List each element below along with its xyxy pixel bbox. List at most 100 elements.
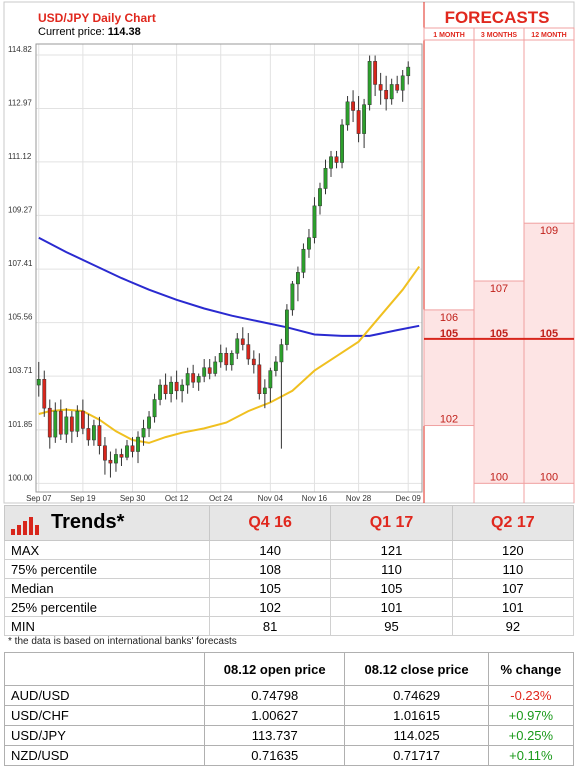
row-label: MIN: [4, 616, 210, 636]
candle: [395, 75, 400, 94]
currency-pair: AUD/USD: [4, 685, 205, 706]
candle: [351, 90, 355, 123]
currency-pair: NZD/USD: [4, 745, 205, 766]
candle-body: [345, 101, 350, 126]
candle: [257, 353, 262, 400]
trends-table: Trends* Q4 16 Q1 17 Q2 17 MAX 140 121 12…: [4, 505, 575, 636]
cell-value: 92: [451, 616, 575, 636]
y-tick-label: 111.12: [8, 152, 32, 161]
candle-body: [180, 384, 185, 392]
forecast-low-label: 102: [440, 414, 458, 426]
table-row: Median 105 105 107: [4, 578, 575, 598]
candle: [191, 364, 196, 388]
candle-body: [307, 237, 311, 250]
candle: [185, 367, 190, 394]
candle-body: [136, 436, 140, 452]
candle: [301, 243, 306, 279]
cell-value: 105: [330, 578, 453, 598]
candle: [213, 356, 218, 377]
candle-body: [284, 309, 289, 345]
close-price: 0.71717: [344, 745, 489, 766]
cell-value: 140: [208, 540, 332, 560]
candle: [86, 413, 91, 446]
candle: [279, 338, 284, 449]
usd-jpy-chart-panel: USD/JPY Daily Chart Current price: 114.3…: [3, 1, 575, 504]
open-price: 1.00627: [203, 705, 346, 726]
x-tick-label: Nov 16: [302, 494, 328, 503]
candle-body: [395, 84, 400, 91]
forecast-high-label: 107: [490, 283, 508, 295]
candle-body: [169, 381, 174, 394]
price-col-open: 08.12 open price: [203, 652, 346, 686]
cell-value: 110: [451, 559, 575, 579]
percent-change: +0.25%: [487, 725, 575, 746]
candle-body: [202, 367, 207, 377]
candle: [246, 333, 251, 365]
cell-value: 81: [208, 616, 332, 636]
price-header-row: 08.12 open price 08.12 close price % cha…: [4, 652, 575, 686]
candle: [400, 70, 405, 102]
candle: [36, 361, 41, 397]
candle-body: [235, 338, 240, 354]
candle-body: [251, 358, 256, 366]
candle: [345, 96, 350, 131]
percent-change: -0.23%: [487, 685, 575, 706]
row-label: 25% percentile: [4, 597, 210, 617]
candle-body: [185, 373, 190, 386]
cell-value: 102: [208, 597, 332, 617]
candle: [114, 448, 118, 472]
candle: [69, 411, 74, 443]
trends-header-row: Trends* Q4 16 Q1 17 Q2 17: [4, 505, 575, 541]
candle-body: [103, 445, 107, 461]
table-row: NZD/USD 0.71635 0.71717 +0.11%: [4, 745, 575, 766]
candle-body: [218, 353, 223, 363]
candle-body: [246, 344, 251, 360]
current-price-value: 114.38: [108, 26, 141, 38]
candle-body: [119, 454, 124, 458]
candle: [340, 119, 344, 169]
candle-body: [273, 361, 278, 371]
candle-body: [373, 61, 378, 85]
candle-body: [147, 416, 151, 429]
candle-body: [224, 353, 229, 366]
cell-value: 110: [330, 559, 453, 579]
candle-body: [240, 338, 245, 345]
candle-body: [158, 384, 162, 400]
candle: [323, 159, 328, 195]
candle-body: [174, 381, 179, 392]
row-label: Median: [4, 578, 210, 598]
candle-body: [351, 101, 355, 111]
y-tick-label: 109.27: [8, 205, 33, 214]
table-row: MIN 81 95 92: [4, 616, 575, 636]
candle-body: [268, 370, 273, 389]
candle: [307, 228, 311, 258]
candle: [136, 431, 140, 464]
candle-body: [400, 75, 405, 91]
candlesticks: [36, 55, 411, 478]
candle: [80, 399, 85, 435]
forecast-panel: 1 MONTH 106 105 102 3 MONTHS 107 105 100 12 MONT…: [423, 2, 575, 503]
candle-body: [257, 364, 262, 394]
candle: [163, 373, 168, 400]
table-row: USD/JPY 113.737 114.025 +0.25%: [4, 725, 575, 746]
candle: [97, 416, 102, 455]
candle: [180, 379, 185, 403]
candle-body: [196, 376, 201, 383]
candle-body: [108, 459, 113, 464]
trends-title: Trends*: [51, 511, 125, 534]
candle: [141, 419, 146, 446]
plot-area: [35, 43, 423, 493]
cell-value: 108: [208, 559, 332, 579]
price-col-pair: [4, 652, 205, 686]
cell-value: 120: [451, 540, 575, 560]
candle: [268, 367, 273, 403]
candle-body: [279, 344, 284, 363]
candle: [91, 419, 96, 446]
candle: [389, 78, 394, 105]
candle-body: [329, 156, 333, 169]
candle-body: [75, 410, 80, 432]
y-tick-label: 107.41: [8, 259, 33, 268]
forecast-range-box: [473, 280, 525, 484]
candle-body: [213, 361, 218, 374]
close-price: 1.01615: [344, 705, 489, 726]
